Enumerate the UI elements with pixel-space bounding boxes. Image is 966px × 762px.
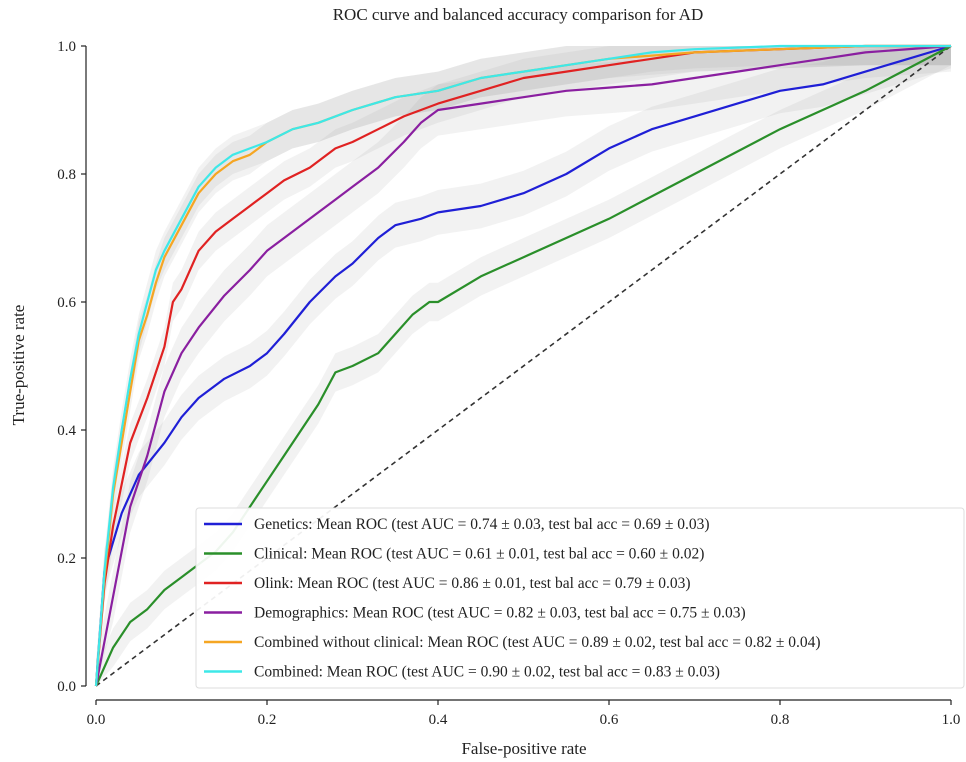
legend-label-4: Combined without clinical: Mean ROC (tes… [254, 634, 821, 651]
x-tick-label: 0.6 [600, 712, 619, 728]
series-lines [94, 44, 952, 687]
legend-label-1: Clinical: Mean ROC (test AUC = 0.61 ± 0.… [254, 546, 704, 563]
y-tick-label: 1.0 [57, 39, 76, 55]
series-line-1 [94, 45, 952, 687]
x-axis-label: False-positive rate [461, 739, 586, 758]
axes: 0.0 0.2 0.4 0.6 0.8 1.0 0.0 0.2 0.4 0.6 0.8 1.0 [57, 39, 960, 728]
x-tick-label: 0.8 [771, 712, 790, 728]
y-tick-label: 0.2 [57, 551, 76, 567]
band-0 [96, 46, 951, 686]
x-tick-label: 0.4 [429, 712, 448, 728]
confidence-bands [96, 46, 951, 686]
legend: Genetics: Mean ROC (test AUC = 0.74 ± 0.… [195, 507, 965, 689]
legend-label-0: Genetics: Mean ROC (test AUC = 0.74 ± 0.… [254, 516, 710, 533]
y-tick-label: 0.4 [57, 423, 76, 439]
legend-box [195, 507, 965, 689]
x-tick-label: 0.0 [87, 712, 106, 728]
chance-line [95, 45, 952, 687]
y-tick-label: 0.0 [57, 679, 76, 695]
band-1 [96, 46, 951, 686]
legend-label-5: Combined: Mean ROC (test AUC = 0.90 ± 0.… [254, 664, 720, 681]
series-line-5 [94, 44, 951, 687]
series-line-2 [94, 44, 951, 687]
legend-label-2: Olink: Mean ROC (test AUC = 0.86 ± 0.01,… [254, 575, 691, 592]
chart-title: ROC curve and balanced accuracy comparis… [333, 5, 704, 24]
x-tick-label: 1.0 [942, 712, 961, 728]
y-tick-label: 0.6 [57, 295, 76, 311]
y-axis-label: True-positive rate [9, 305, 28, 426]
band-3 [96, 46, 951, 686]
legend-label-3: Demographics: Mean ROC (test AUC = 0.82 … [254, 605, 746, 622]
series-line-3 [94, 44, 952, 687]
y-tick-label: 0.8 [57, 167, 76, 183]
x-tick-label: 0.2 [258, 712, 277, 728]
series-line-0 [94, 44, 952, 687]
